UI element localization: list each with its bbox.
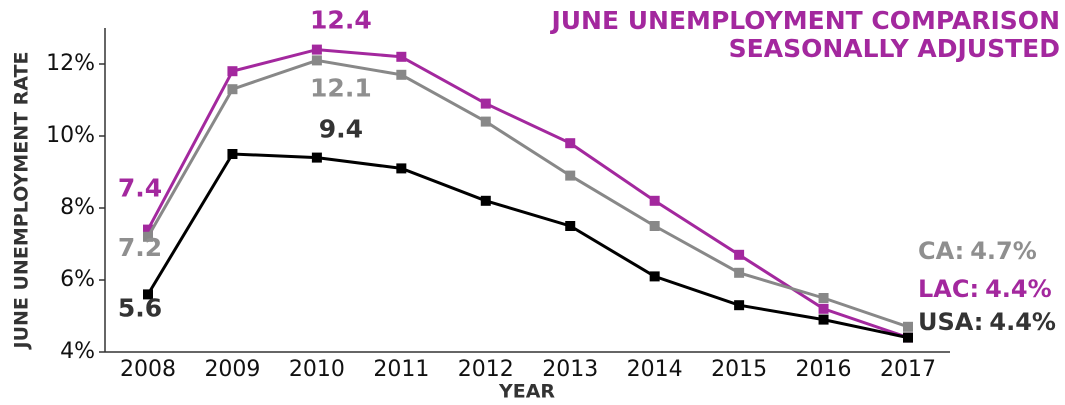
x-tick-label: 2013 — [542, 357, 598, 382]
point-marker — [396, 163, 407, 174]
x-tick-label: 2009 — [204, 357, 260, 382]
point-marker — [396, 51, 407, 62]
point-marker — [311, 55, 322, 66]
point-marker — [649, 221, 660, 231]
series-name: LAC: — [918, 275, 979, 303]
chart-subtitle: SEASONALLY ADJUSTED — [729, 34, 1060, 63]
point-marker — [903, 321, 913, 332]
value-label: 7.2 — [118, 233, 162, 262]
point-marker — [818, 303, 829, 314]
value-label: 7.4 — [118, 174, 162, 203]
x-axis-label: YEAR — [498, 381, 555, 403]
series-name: USA: — [918, 308, 983, 336]
x-tick-label: 2017 — [880, 357, 936, 382]
series-line — [146, 48, 909, 340]
point-marker — [649, 271, 660, 282]
point-marker — [734, 300, 745, 311]
x-tick-label: 2012 — [458, 357, 514, 382]
x-tick-label: 2016 — [796, 357, 852, 382]
chart-title: JUNE UNEMPLOYMENT COMPARISON — [549, 6, 1060, 35]
point-marker — [227, 84, 238, 95]
point-marker — [565, 170, 576, 181]
value-label: 5.6 — [118, 293, 162, 322]
end-label: LAC: 4.4% — [918, 275, 1052, 303]
point-marker — [480, 195, 491, 206]
point-marker — [227, 66, 238, 77]
point-marker — [480, 98, 491, 109]
y-tick-label: 10% — [46, 123, 95, 148]
value-label: 12.1 — [310, 73, 372, 102]
x-tick-label: 2015 — [711, 357, 767, 382]
y-tick-label: 8% — [60, 195, 95, 220]
value-label: 4.7% — [970, 237, 1037, 265]
point-marker — [734, 249, 745, 260]
point-marker — [143, 224, 153, 235]
value-label: 12.4 — [310, 6, 372, 35]
y-tick-label: 6% — [60, 267, 95, 292]
point-marker — [143, 231, 153, 242]
point-marker — [480, 116, 491, 127]
x-tick-label: 2010 — [289, 357, 345, 382]
value-label: 4.4% — [989, 308, 1056, 336]
point-marker — [649, 195, 660, 206]
x-tick-label: 2008 — [120, 357, 176, 382]
y-axis-label: JUNE UNEMPLOYMENT RATE — [11, 52, 33, 351]
point-marker — [143, 289, 153, 300]
point-marker — [311, 152, 322, 163]
y-tick-label: 12% — [46, 51, 95, 76]
point-marker — [227, 149, 238, 159]
value-label: 4.4% — [985, 275, 1052, 303]
point-marker — [565, 138, 576, 149]
point-marker — [396, 69, 407, 80]
series-line — [146, 58, 909, 329]
point-marker — [818, 314, 829, 325]
end-label: CA: 4.7% — [918, 237, 1037, 265]
series-name: CA: — [918, 237, 964, 265]
y-tick-label: 4% — [60, 339, 95, 364]
x-tick-label: 2011 — [373, 357, 429, 382]
point-marker — [734, 267, 745, 278]
series-line — [146, 152, 909, 340]
end-label: USA: 4.4% — [918, 308, 1056, 336]
point-marker — [903, 332, 913, 343]
value-label: 9.4 — [319, 115, 363, 144]
x-tick-label: 2014 — [627, 357, 683, 382]
point-marker — [311, 44, 322, 55]
point-marker — [818, 293, 829, 303]
point-marker — [565, 221, 576, 231]
